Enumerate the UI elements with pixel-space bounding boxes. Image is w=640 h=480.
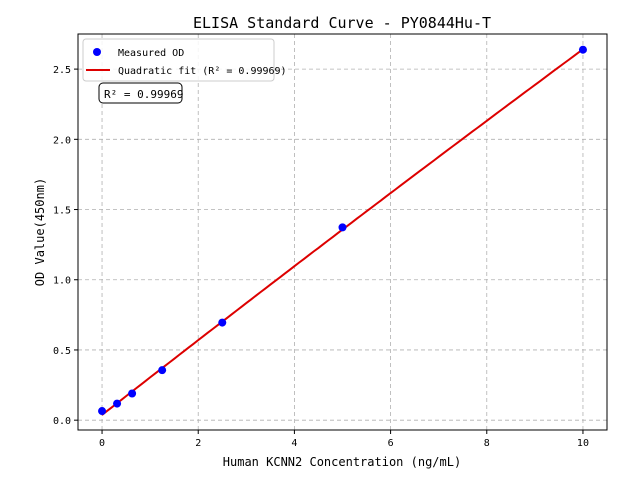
y-tick-label: 1.5 — [53, 206, 71, 217]
x-tick-label: 8 — [484, 438, 490, 449]
x-tick-label: 0 — [99, 438, 105, 449]
data-point — [578, 45, 587, 54]
legend-label-measured: Measured OD — [118, 48, 184, 59]
r2-annotation-text: R² = 0.99969 — [104, 88, 183, 101]
x-tick-label: 6 — [388, 438, 394, 449]
y-tick-label: 0.0 — [53, 416, 71, 427]
plot-frame — [77, 33, 608, 431]
grid — [78, 34, 607, 430]
x-tick-label: 10 — [577, 438, 589, 449]
y-tick-label: 0.5 — [53, 346, 71, 357]
y-tick-label: 1.0 — [53, 276, 71, 287]
x-tick-label: 4 — [291, 438, 297, 449]
x-axis-label: Human KCNN2 Concentration (ng/mL) — [223, 455, 461, 469]
y-tick-label: 2.5 — [53, 65, 71, 76]
fit-curve-group — [101, 48, 584, 416]
data-point — [113, 399, 122, 408]
ticks: 0 2 4 6 8 10 0.0 0.5 1.0 1.5 2.0 2.5 — [53, 65, 589, 449]
data-point — [158, 366, 167, 375]
legend-label-fit: Quadratic fit (R² = 0.99969) — [118, 66, 287, 77]
data-point — [128, 389, 137, 398]
r2-annotation: R² = 0.99969 — [98, 82, 183, 104]
legend: Measured OD Quadratic fit (R² = 0.99969) — [82, 38, 287, 82]
legend-marker-measured — [93, 48, 101, 56]
data-points — [98, 45, 587, 416]
data-point — [98, 407, 107, 416]
chart-title: ELISA Standard Curve - PY0844Hu-T — [193, 14, 491, 32]
y-axis-label: OD Value(450nm) — [33, 178, 47, 286]
y-tick-label: 2.0 — [53, 135, 71, 146]
data-point — [338, 223, 347, 232]
fit-curve — [101, 48, 584, 416]
x-tick-label: 2 — [195, 438, 201, 449]
data-point — [218, 318, 227, 327]
